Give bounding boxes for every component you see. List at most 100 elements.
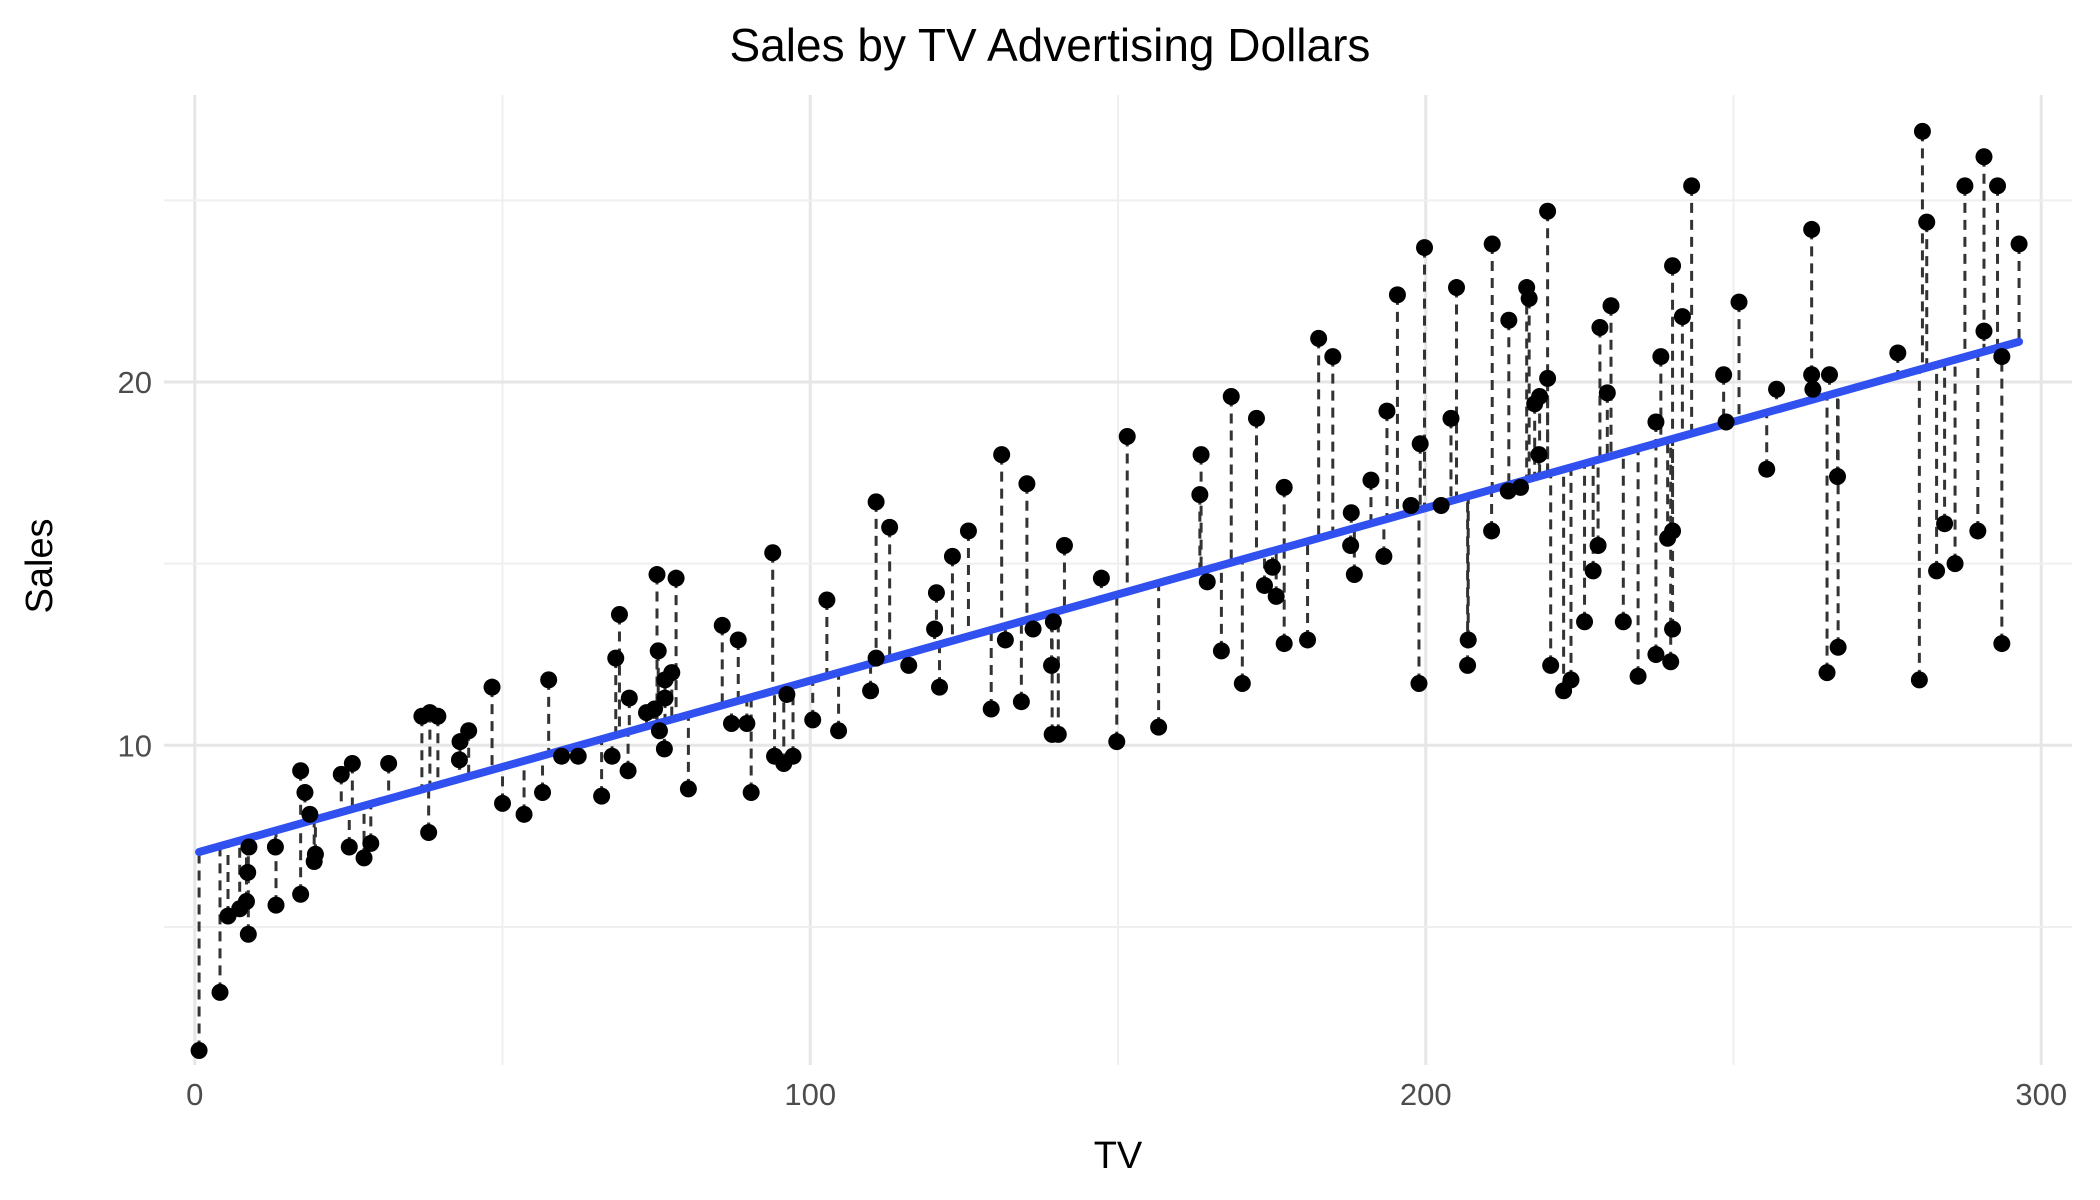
data-point xyxy=(1500,311,1518,329)
data-point xyxy=(1198,573,1216,591)
data-point xyxy=(1267,587,1285,605)
data-point xyxy=(650,722,668,740)
data-point xyxy=(679,780,697,798)
data-point xyxy=(1378,402,1396,420)
data-point xyxy=(931,678,949,696)
regression-line xyxy=(195,337,2024,856)
data-point xyxy=(742,784,760,802)
data-point xyxy=(450,751,468,769)
data-point xyxy=(429,707,447,725)
data-point xyxy=(2010,235,2028,253)
data-point xyxy=(1758,460,1776,478)
data-point xyxy=(343,754,361,772)
data-point xyxy=(1530,446,1548,464)
data-point xyxy=(1375,547,1393,565)
x-tick-label: 0 xyxy=(186,1077,203,1112)
data-point xyxy=(460,722,478,740)
data-point xyxy=(1730,293,1748,311)
data-point xyxy=(1589,536,1607,554)
data-point xyxy=(1432,497,1450,515)
data-point xyxy=(540,671,558,689)
tick-labels: 0 100 200 300 10 20 xyxy=(118,365,2068,1112)
data-point xyxy=(663,664,681,682)
data-point xyxy=(1664,257,1682,275)
data-point xyxy=(926,620,944,638)
data-point xyxy=(1818,664,1836,682)
data-point xyxy=(1299,631,1317,649)
data-point xyxy=(1191,486,1209,504)
data-point xyxy=(1576,613,1594,631)
data-point xyxy=(649,642,667,660)
data-point xyxy=(1664,620,1682,638)
data-point xyxy=(1459,631,1477,649)
data-point xyxy=(1652,348,1670,366)
data-point xyxy=(332,765,350,783)
data-point xyxy=(1889,344,1907,362)
data-point xyxy=(713,616,731,634)
data-point xyxy=(900,656,918,674)
data-point xyxy=(881,518,899,536)
data-point xyxy=(1662,653,1680,671)
data-point xyxy=(267,896,285,914)
y-tick-label: 10 xyxy=(118,728,152,763)
data-point xyxy=(1768,380,1786,398)
data-point xyxy=(1531,388,1549,406)
data-point xyxy=(1975,322,1993,340)
data-point xyxy=(1664,522,1682,540)
data-point xyxy=(292,885,310,903)
data-point xyxy=(1539,202,1557,220)
data-point xyxy=(1345,566,1363,584)
data-point xyxy=(1715,366,1733,384)
data-point xyxy=(1362,471,1380,489)
data-point xyxy=(1388,286,1406,304)
data-point xyxy=(867,649,885,667)
data-point xyxy=(1233,675,1251,693)
data-point xyxy=(1442,409,1460,427)
data-point xyxy=(1512,478,1530,496)
data-point xyxy=(1598,384,1616,402)
data-point xyxy=(1946,555,1964,573)
chart-title: Sales by TV Advertising Dollars xyxy=(729,19,1371,71)
data-point xyxy=(1118,427,1136,445)
data-point xyxy=(515,805,533,823)
data-point xyxy=(1829,467,1847,485)
data-point xyxy=(1539,369,1557,387)
x-axis-title: TV xyxy=(1094,1135,1143,1177)
data-point xyxy=(355,849,373,867)
data-point xyxy=(190,1041,208,1059)
data-point xyxy=(1910,671,1928,689)
data-point xyxy=(1673,308,1691,326)
data-point xyxy=(1803,220,1821,238)
data-point xyxy=(607,649,625,667)
data-point xyxy=(1829,638,1847,656)
data-point xyxy=(240,838,258,856)
data-point xyxy=(1483,522,1501,540)
data-point xyxy=(648,566,666,584)
data-point xyxy=(1275,635,1293,653)
x-tick-label: 200 xyxy=(1400,1077,1452,1112)
data-point xyxy=(237,893,255,911)
data-point xyxy=(1459,656,1477,674)
data-point xyxy=(266,838,284,856)
data-point xyxy=(1416,239,1434,257)
data-point xyxy=(620,689,638,707)
data-point xyxy=(553,747,571,765)
data-point xyxy=(1683,177,1701,195)
x-tick-label: 300 xyxy=(2015,1077,2067,1112)
data-point xyxy=(1918,213,1936,231)
data-point xyxy=(1055,536,1073,554)
data-point xyxy=(1410,675,1428,693)
data-point xyxy=(1520,289,1538,307)
data-point xyxy=(1448,279,1466,297)
data-point xyxy=(420,823,438,841)
data-point xyxy=(211,983,229,1001)
data-point xyxy=(996,631,1014,649)
data-point xyxy=(1324,348,1342,366)
data-point xyxy=(1820,366,1838,384)
data-point xyxy=(1263,558,1281,576)
y-axis-title: Sales xyxy=(19,518,61,613)
data-point xyxy=(1936,515,1954,533)
data-point xyxy=(1402,497,1420,515)
data-point xyxy=(603,747,621,765)
data-point xyxy=(738,715,756,733)
